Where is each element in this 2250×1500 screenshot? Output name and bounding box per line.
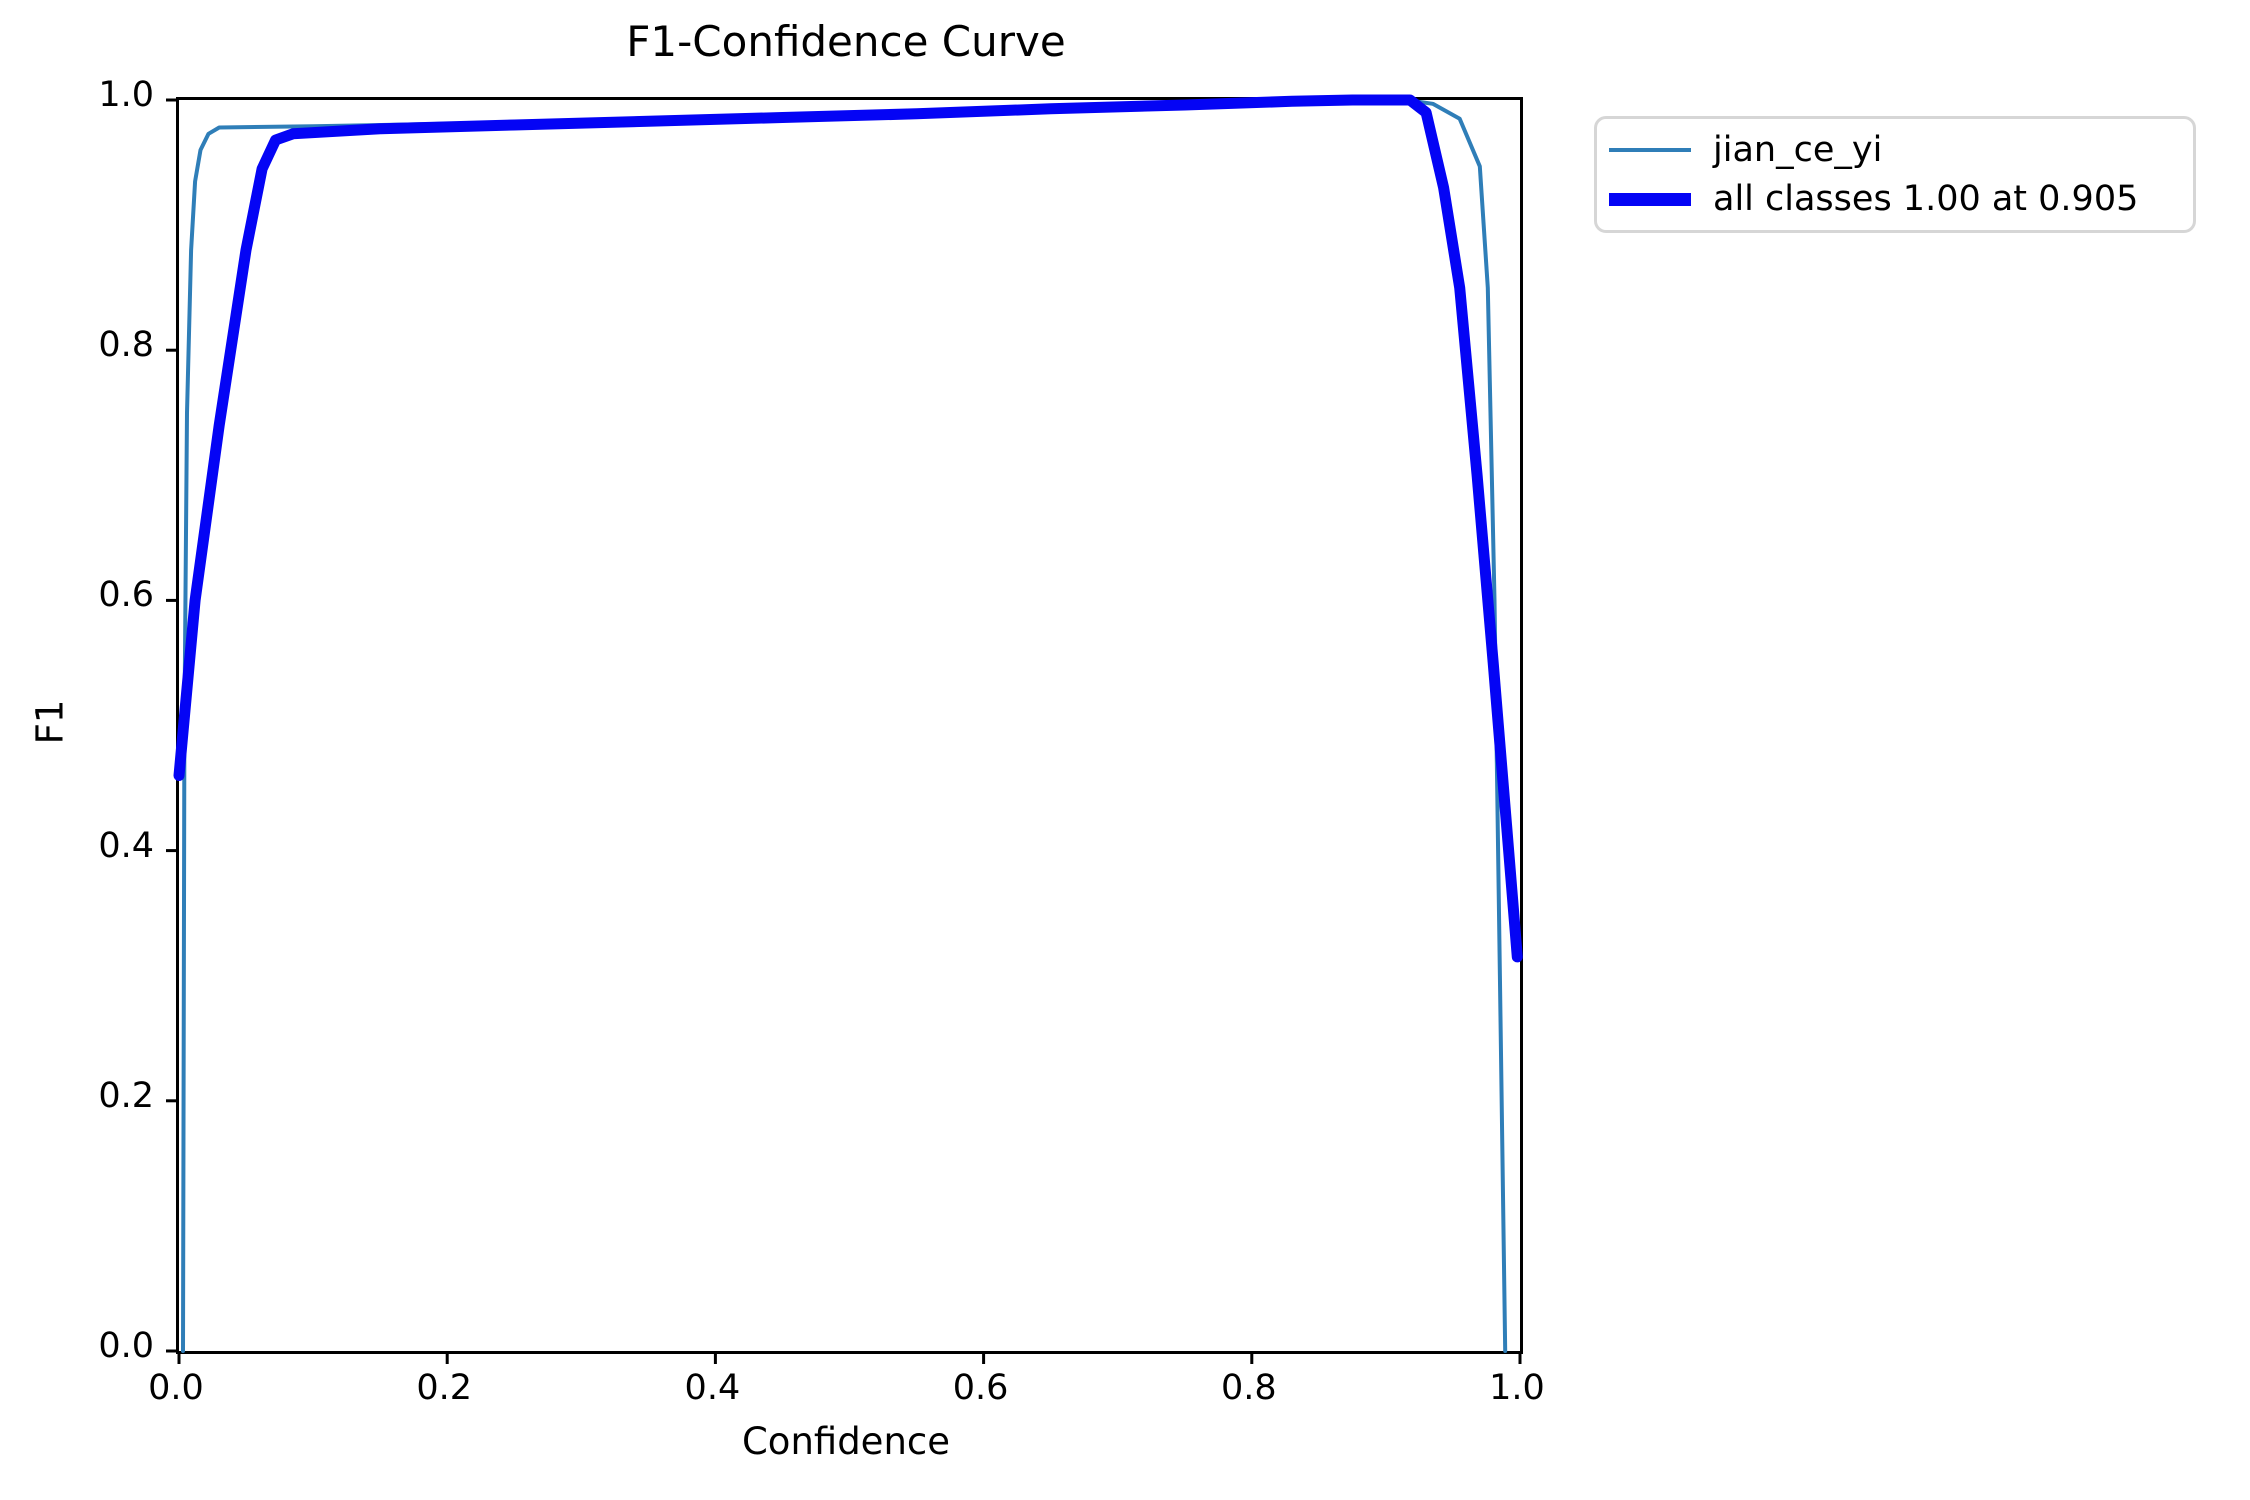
y-tick-label: 0.6 [98,575,154,616]
legend-label: jian_ce_yi [1713,129,1883,170]
x-tick-label: 1.0 [1489,1368,1545,1408]
y-axis-label: F1 [28,699,72,745]
y-tick-label: 1.0 [98,75,154,115]
legend-line-sample [1609,192,1691,206]
plot-area [166,94,1523,1364]
x-tick-label: 0.0 [148,1368,204,1408]
legend-entry: all classes 1.00 at 0.905 [1609,179,2193,219]
y-tick-label: 0.8 [98,325,154,366]
y-tick-label: 0.4 [98,825,154,866]
legend-line-sample [1609,147,1691,152]
curve-all-classes-1-00-at-0-905 [173,94,1523,963]
x-tick-label: 0.4 [684,1368,741,1408]
legend-label: all classes 1.00 at 0.905 [1713,179,2139,220]
y-tick-label: 0.2 [98,1075,154,1116]
curve-jian-ce-yi [181,98,1508,1353]
curves-svg [166,94,1523,1364]
legend-entry: jian_ce_yi [1609,130,2193,170]
chart-title: F1-Confidence Curve [626,17,1066,66]
x-tick-label: 0.2 [416,1368,473,1408]
x-axis-label: Confidence [741,1420,951,1463]
y-tick-label: 0.0 [98,1326,154,1366]
x-tick-label: 0.6 [952,1368,1009,1408]
x-tick-label: 0.8 [1220,1368,1277,1408]
